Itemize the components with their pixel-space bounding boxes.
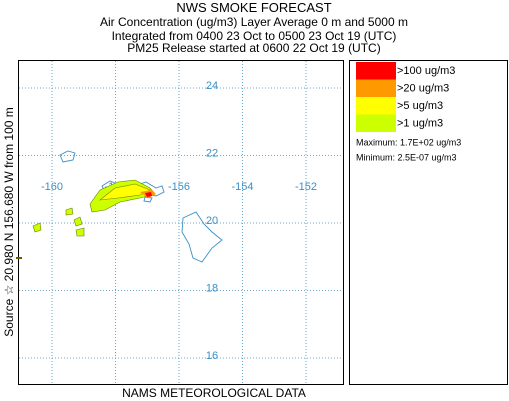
island: [59, 150, 76, 163]
title: NWS SMOKE FORECAST: [176, 0, 331, 15]
header-line: PM25 Release started at 0600 22 Oct 19 (…: [127, 41, 380, 55]
latitude-label: 20: [206, 215, 218, 227]
map-frame: [18, 60, 344, 385]
source-label: Source ☆ 20.980 N 156.680 W from 100 m: [2, 107, 16, 337]
legend-label: >100 ug/m3: [397, 65, 455, 77]
plume-area: [32, 207, 85, 237]
legend-swatch: [356, 79, 396, 97]
coastlines: [59, 150, 223, 263]
legend-label: >1 ug/m3: [397, 117, 443, 129]
longitude-label: -160: [41, 181, 63, 193]
plume-area: [145, 192, 152, 197]
island: [143, 196, 153, 203]
legend-frame: [349, 60, 508, 385]
plume: [32, 179, 156, 237]
header-line: Air Concentration (ug/m3) Layer Average …: [100, 15, 408, 29]
legend-swatch: [356, 62, 396, 80]
legend-label: >5 ug/m3: [397, 100, 443, 112]
latitude-label: 16: [206, 350, 218, 362]
header-line: Integrated from 0400 23 Oct to 0500 23 O…: [112, 29, 397, 43]
maximum: Maximum: 1.7E+02 ug/m3: [356, 137, 461, 147]
legend-swatch: [356, 114, 396, 132]
latitude-label: 18: [206, 282, 218, 294]
footer: NAMS METEOROLOGICAL DATA: [122, 386, 306, 400]
legend: >100 ug/m3 >20 ug/m3 >5 ug/m3 >1 ug/m3: [356, 62, 455, 132]
legend-swatch: [356, 97, 396, 115]
legend-label: >20 ug/m3: [397, 82, 449, 94]
island: [181, 211, 223, 263]
longitude-label: -154: [231, 181, 253, 193]
longitude-label: -156: [168, 181, 190, 193]
longitude-label: -152: [295, 181, 317, 193]
plume-area: [99, 183, 151, 201]
latitude-label: 22: [206, 147, 218, 159]
minimum: Minimum: 2.5E-07 ug/m3: [356, 152, 457, 162]
latitude-label: 24: [206, 80, 218, 92]
